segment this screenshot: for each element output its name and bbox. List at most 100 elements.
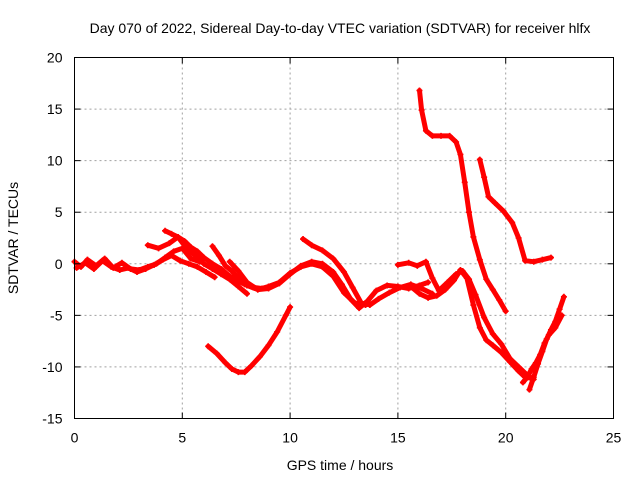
data-point (483, 337, 490, 344)
data-point (213, 350, 220, 357)
series-track-2 (73, 252, 218, 281)
data-point (276, 280, 283, 287)
series-line (477, 157, 554, 265)
data-point (547, 254, 554, 261)
data-point (265, 285, 272, 292)
data-point (541, 340, 548, 347)
series-track-12 (476, 156, 554, 265)
x-tick-label: 20 (498, 430, 514, 446)
data-point (414, 262, 421, 269)
data-point (218, 265, 225, 272)
data-point (222, 262, 229, 269)
data-point (194, 248, 201, 255)
data-point (384, 282, 391, 289)
data-point (453, 139, 460, 146)
data-point (243, 290, 250, 297)
data-point (489, 286, 496, 293)
data-point (347, 295, 354, 302)
series-track-14 (519, 312, 565, 386)
data-point (491, 199, 498, 206)
x-tick-label: 10 (282, 430, 298, 446)
data-point (187, 255, 194, 262)
data-point (483, 276, 490, 283)
data-point (134, 269, 141, 276)
data-point (116, 266, 123, 273)
data-point (200, 260, 207, 267)
data-point (397, 284, 404, 291)
series-track-3 (144, 233, 250, 297)
data-point (338, 281, 345, 288)
y-tick-label: 20 (47, 50, 63, 66)
data-point (330, 255, 337, 262)
data-point (222, 359, 229, 366)
series-line (417, 88, 509, 314)
data-point (228, 365, 235, 372)
data-point (433, 292, 440, 299)
chart-title: Day 070 of 2022, Sidereal Day-to-day VTE… (90, 20, 591, 36)
data-point (118, 259, 125, 266)
data-point (235, 275, 242, 282)
data-point (515, 368, 522, 375)
data-point (174, 233, 181, 240)
data-point (429, 275, 436, 282)
x-tick-label: 15 (390, 430, 406, 446)
data-point (507, 358, 514, 365)
data-point (226, 273, 233, 280)
data-point (375, 295, 382, 302)
data-point (558, 312, 565, 319)
data-point (485, 193, 492, 200)
data-point (405, 259, 412, 266)
data-point (457, 151, 464, 158)
data-point (203, 269, 210, 276)
data-point (319, 260, 326, 267)
data-point (177, 257, 184, 264)
data-point (481, 314, 488, 321)
data-point (209, 260, 216, 267)
data-point (241, 369, 248, 376)
data-point (168, 230, 175, 237)
data-point (416, 87, 423, 94)
data-point (476, 256, 483, 263)
data-point (366, 302, 373, 309)
series-track-11 (416, 87, 509, 315)
data-point (82, 259, 89, 266)
data-point (386, 289, 393, 296)
data-point (287, 304, 294, 311)
data-point (254, 286, 261, 293)
data-point (429, 132, 436, 139)
data-point (90, 265, 97, 272)
data-point (537, 351, 544, 358)
y-tick-label: 5 (55, 204, 63, 220)
data-point (472, 291, 479, 298)
plot-frame (74, 57, 614, 419)
tick-labels: 0 5 10 15 20 25 -15 -10 -5 0 5 10 15 20 (42, 50, 621, 446)
data-point (155, 245, 162, 252)
data-point (99, 257, 106, 264)
data-point (300, 236, 307, 243)
data-point (498, 341, 505, 348)
data-point (476, 324, 483, 331)
data-point (496, 296, 503, 303)
data-point (489, 330, 496, 337)
data-point (509, 219, 516, 226)
data-point (515, 235, 522, 241)
data-point (142, 265, 149, 272)
data-point (556, 306, 563, 313)
series-line (205, 304, 293, 375)
data-point (358, 299, 365, 306)
data-point (532, 359, 539, 366)
data-point (526, 386, 533, 393)
y-axis-label: SDTVAR / TECUs (5, 182, 21, 294)
data-point (181, 238, 188, 245)
y-tick-label: -5 (50, 307, 63, 323)
axis-ticks (74, 57, 614, 419)
data-point (425, 294, 432, 301)
data-point (500, 208, 507, 215)
data-point (265, 342, 272, 349)
data-point (235, 369, 242, 376)
data-point (522, 257, 529, 264)
data-point (416, 290, 423, 297)
data-point (422, 258, 429, 265)
data-point (166, 240, 173, 247)
